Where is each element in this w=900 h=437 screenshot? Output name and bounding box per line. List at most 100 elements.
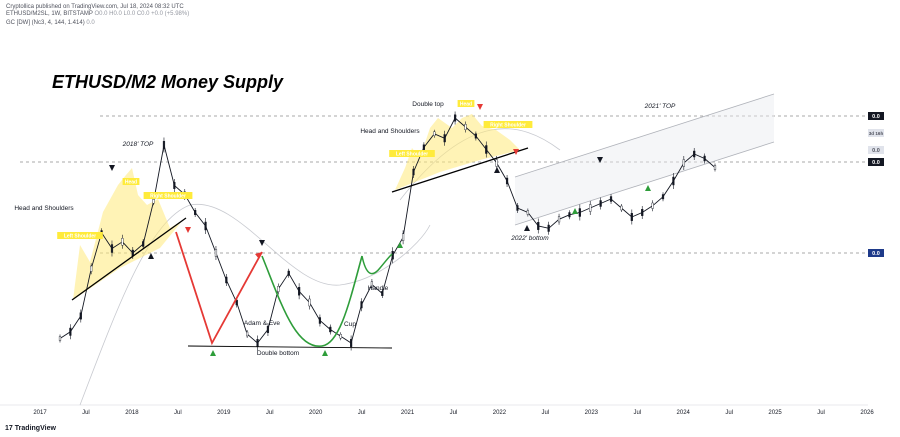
price-candle-63 bbox=[713, 165, 717, 170]
price-candle-24 bbox=[308, 298, 311, 307]
price-candle-48 bbox=[557, 216, 561, 223]
ohlc-values: O0.0 H0.0 L0.0 C0.0 +0.0 (+5.98%) bbox=[94, 11, 190, 17]
price-candle-45 bbox=[526, 210, 529, 215]
symbol-info[interactable]: ETHUSD/M2SL, 1W, BITSTAMP bbox=[6, 11, 93, 17]
price-candle-38 bbox=[453, 114, 457, 122]
price-candle-33 bbox=[401, 233, 405, 241]
price-candle-53 bbox=[609, 196, 613, 202]
channel-lower bbox=[514, 141, 775, 226]
x-tick-label-0: 2017 bbox=[33, 410, 47, 416]
price-candle-40 bbox=[474, 133, 477, 139]
neckline-2021 bbox=[391, 147, 529, 193]
chart-title: ETHUSD/M2 Money Supply bbox=[52, 72, 284, 92]
price-tag-4 bbox=[868, 249, 884, 257]
price-candle-46 bbox=[537, 222, 540, 230]
tag-text-4: Right Shoulder bbox=[150, 194, 186, 200]
tag-bg-3 bbox=[122, 178, 140, 185]
price-candle-6 bbox=[121, 238, 124, 246]
price-candle-20 bbox=[266, 326, 270, 333]
price-candle-43 bbox=[505, 177, 509, 185]
indicator-info[interactable]: GC [DW] (Nc3, 4, 144, 1.414) bbox=[6, 20, 85, 26]
price-candle-57 bbox=[651, 202, 654, 209]
price-candle-21 bbox=[277, 286, 280, 292]
handle-curve bbox=[361, 253, 393, 275]
x-tick-label-7: Jul bbox=[358, 410, 366, 416]
tag-bg-12 bbox=[457, 100, 475, 107]
price-candle-61 bbox=[693, 150, 696, 158]
x-tick-label-13: Jul bbox=[633, 410, 641, 416]
tag-text-13: Right Shoulder bbox=[490, 123, 526, 129]
price-tag-1 bbox=[868, 129, 884, 137]
hs-2018-breakdown-arrow bbox=[148, 253, 154, 259]
price-tag-label-0: 0.0 bbox=[872, 114, 880, 120]
channel-upper bbox=[514, 93, 775, 178]
tag-bg-11 bbox=[389, 150, 435, 157]
double-top-label: Double top bbox=[412, 101, 444, 108]
adam-eve-arrowhead bbox=[255, 252, 262, 259]
published-line: Cryptollica published on TradingView.com… bbox=[6, 4, 184, 10]
double-top-arrow bbox=[477, 104, 483, 110]
price-candle-27 bbox=[339, 334, 342, 339]
top-2018-arrow bbox=[109, 165, 115, 171]
price-candle-58 bbox=[661, 194, 665, 200]
price-candle-47 bbox=[547, 224, 550, 232]
buy-signal-2022 bbox=[572, 208, 578, 214]
arc-curve-1 bbox=[79, 203, 431, 406]
top-2021-label: 2021' TOP bbox=[644, 103, 676, 110]
handle-label: Handle bbox=[368, 285, 389, 292]
price-candle-22 bbox=[287, 270, 290, 276]
price-candle-25 bbox=[318, 317, 322, 324]
cup-curve bbox=[261, 255, 363, 347]
sell-signal-2022 bbox=[513, 149, 519, 155]
buy-signal-bottom-2 bbox=[322, 350, 328, 356]
buy-signal-bottom-1 bbox=[210, 350, 216, 356]
price-candle-30 bbox=[370, 281, 374, 288]
x-tick-label-10: 2022 bbox=[493, 410, 507, 416]
price-candle-52 bbox=[599, 200, 602, 207]
price-candle-23 bbox=[298, 287, 301, 296]
neckline-2018 bbox=[71, 217, 187, 301]
price-candle-13 bbox=[194, 210, 197, 215]
price-candle-0 bbox=[58, 336, 62, 341]
adam-eve-line bbox=[175, 231, 263, 346]
price-tag-label-1: 3d 16h bbox=[869, 131, 884, 136]
price-candle-49 bbox=[568, 212, 571, 218]
price-tag-label-2: 0.0 bbox=[872, 148, 880, 154]
tag-text-12: Head bbox=[460, 102, 472, 108]
tag-text-3: Head bbox=[125, 180, 137, 186]
x-tick-label-9: Jul bbox=[450, 410, 458, 416]
price-candle-29 bbox=[360, 301, 363, 309]
channel-fill bbox=[515, 94, 774, 225]
2018-top-label: 2018' TOP bbox=[122, 141, 154, 148]
price-candle-3 bbox=[90, 265, 93, 272]
double-bottom-line bbox=[187, 345, 393, 349]
x-tick-label-3: Jul bbox=[174, 410, 182, 416]
breakout-signal bbox=[397, 242, 403, 248]
price-candle-56 bbox=[641, 209, 644, 216]
price-candle-41 bbox=[485, 145, 488, 154]
price-candle-16 bbox=[225, 276, 228, 284]
tradingview-footer[interactable]: 17 TradingView bbox=[5, 425, 56, 432]
tag-bg-13 bbox=[483, 121, 533, 128]
bottom-2022-arrow bbox=[524, 225, 530, 231]
price-candle-5 bbox=[110, 244, 114, 253]
price-candle-37 bbox=[443, 134, 446, 143]
price-tag-label-4: 0.0 bbox=[872, 251, 880, 257]
price-candle-1 bbox=[69, 327, 72, 336]
price-tag-2 bbox=[868, 146, 884, 154]
price-candle-32 bbox=[391, 251, 394, 260]
price-tag-label-3: 0.0 bbox=[872, 160, 880, 166]
x-tick-label-15: Jul bbox=[725, 410, 733, 416]
x-tick-label-17: Jul bbox=[817, 410, 825, 416]
x-tick-label-12: 2023 bbox=[585, 410, 599, 416]
tag-bg-2 bbox=[57, 232, 103, 239]
price-candle-19 bbox=[256, 339, 259, 347]
x-tick-label-5: Jul bbox=[266, 410, 274, 416]
channel-arrow bbox=[597, 157, 603, 163]
bottom-2022-label: 2022' bottom bbox=[510, 235, 549, 242]
adam-eve-label: Adam & Eve bbox=[244, 320, 281, 327]
price-candle-54 bbox=[620, 205, 623, 211]
x-tick-label-6: 2020 bbox=[309, 410, 323, 416]
price-candle-36 bbox=[433, 131, 436, 136]
